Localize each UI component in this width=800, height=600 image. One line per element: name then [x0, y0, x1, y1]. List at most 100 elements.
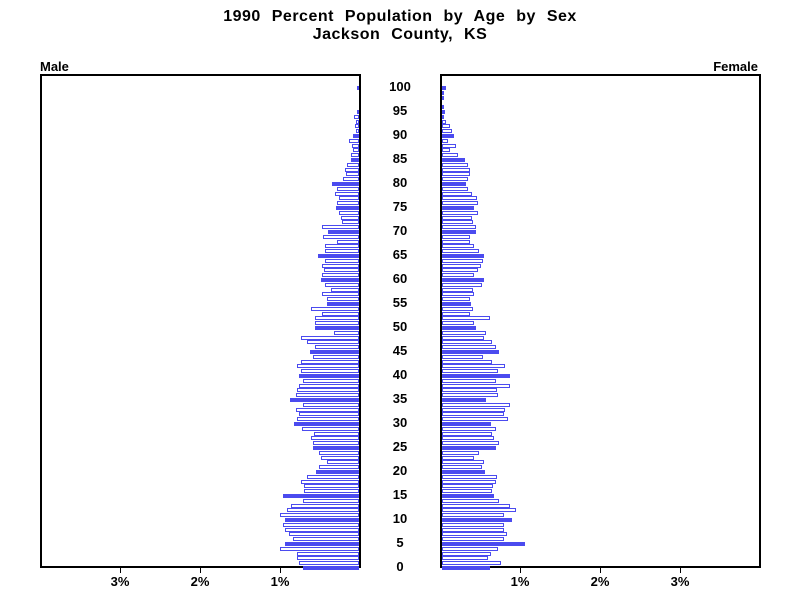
female-bar-age-96 — [442, 105, 444, 109]
male-bar-age-13 — [291, 504, 359, 508]
age-label-30: 30 — [392, 415, 408, 430]
female-bar-age-1 — [442, 561, 501, 565]
male-2%-tick-label: 2% — [190, 574, 210, 589]
male-bar-age-31 — [297, 417, 359, 421]
female-bar-age-94 — [442, 115, 444, 119]
female-bar-age-48 — [442, 336, 484, 340]
female-bar-age-30 — [442, 422, 491, 426]
male-bar-age-63 — [322, 264, 359, 268]
male-bar-age-43 — [301, 360, 359, 364]
female-2%-tick — [600, 568, 601, 573]
male-bar-age-19 — [307, 475, 359, 479]
female-bar-age-89 — [442, 139, 448, 143]
female-bar-age-53 — [442, 312, 470, 316]
female-bar-age-46 — [442, 345, 496, 349]
male-bar-age-21 — [319, 465, 359, 469]
male-bar-age-93 — [356, 120, 359, 124]
male-bar-age-39 — [303, 379, 359, 383]
age-label-60: 60 — [392, 271, 408, 286]
male-bar-age-79 — [337, 187, 359, 191]
male-bar-age-18 — [301, 480, 359, 484]
male-bar-age-9 — [283, 523, 359, 527]
male-bar-age-72 — [342, 220, 359, 224]
chart-title-line1: 1990 Percent Population by Age by Sex — [223, 8, 577, 25]
age-label-85: 85 — [392, 151, 408, 166]
female-bar-age-76 — [442, 201, 478, 205]
male-bar-age-76 — [337, 201, 359, 205]
female-bar-age-16 — [442, 489, 492, 493]
female-bar-age-42 — [442, 364, 505, 368]
female-bar-age-87 — [442, 148, 450, 152]
male-bar-age-64 — [325, 259, 359, 263]
male-bar-age-46 — [315, 345, 359, 349]
female-bar-age-27 — [442, 436, 494, 440]
male-bar-age-42 — [297, 364, 359, 368]
male-bar-age-16 — [304, 489, 359, 493]
female-panel-label: Female — [713, 59, 758, 74]
female-bar-age-39 — [442, 379, 496, 383]
female-bar-age-85 — [442, 158, 465, 162]
male-bar-age-38 — [299, 384, 359, 388]
female-bar-age-80 — [442, 182, 466, 186]
male-bar-age-2 — [297, 556, 359, 560]
female-bar-age-88 — [442, 144, 456, 148]
female-bar-age-45 — [442, 350, 499, 354]
male-bar-age-45 — [310, 350, 359, 354]
male-bar-age-28 — [314, 432, 359, 436]
female-bar-age-38 — [442, 384, 510, 388]
female-bar-age-60 — [442, 278, 484, 282]
male-bar-age-26 — [313, 441, 359, 445]
male-bar-age-41 — [301, 369, 359, 373]
age-label-15: 15 — [392, 487, 408, 502]
male-bar-age-40 — [299, 374, 359, 378]
age-label-50: 50 — [392, 319, 408, 334]
female-bar-age-25 — [442, 446, 496, 450]
female-bar-age-55 — [442, 302, 471, 306]
male-bar-age-10 — [285, 518, 359, 522]
female-bar-age-95 — [442, 110, 445, 114]
male-bar-age-51 — [315, 321, 359, 325]
male-bar-age-52 — [315, 316, 359, 320]
age-label-20: 20 — [392, 463, 408, 478]
female-bar-age-66 — [442, 249, 479, 253]
male-bar-age-5 — [285, 542, 359, 546]
male-bar-age-48 — [301, 336, 359, 340]
female-bar-age-74 — [442, 211, 478, 215]
male-bar-age-85 — [351, 158, 359, 162]
female-bar-age-77 — [442, 196, 477, 200]
male-bar-age-74 — [339, 211, 359, 215]
female-bar-age-100 — [442, 86, 446, 90]
female-bar-age-57 — [442, 292, 474, 296]
male-1%-tick-label: 1% — [270, 574, 290, 589]
male-bar-age-78 — [335, 192, 359, 196]
female-bar-age-10 — [442, 518, 512, 522]
male-bar-age-89 — [349, 139, 359, 143]
age-label-0: 0 — [396, 559, 404, 574]
female-bar-age-82 — [442, 172, 470, 176]
female-bar-age-17 — [442, 484, 493, 488]
female-bar-age-58 — [442, 288, 473, 292]
female-bar-age-12 — [442, 508, 516, 512]
female-bar-age-75 — [442, 206, 474, 210]
female-bar-age-19 — [442, 475, 497, 479]
male-bar-age-29 — [302, 427, 359, 431]
male-bar-age-35 — [290, 398, 359, 402]
female-bar-age-62 — [442, 268, 478, 272]
male-bar-age-0 — [303, 566, 359, 570]
male-bar-age-83 — [345, 168, 359, 172]
female-bar-age-83 — [442, 168, 470, 172]
male-bar-age-65 — [318, 254, 359, 258]
male-bar-age-25 — [313, 446, 359, 450]
male-bar-age-90 — [353, 134, 359, 138]
female-bar-age-26 — [442, 441, 499, 445]
male-bar-age-66 — [325, 249, 359, 253]
male-bar-age-11 — [280, 513, 359, 517]
male-bar-age-81 — [343, 177, 359, 181]
age-label-25: 25 — [392, 439, 408, 454]
female-2%-tick-label: 2% — [590, 574, 610, 589]
male-bar-age-56 — [327, 297, 359, 301]
female-bar-age-93 — [442, 120, 446, 124]
female-bar-age-78 — [442, 192, 472, 196]
male-bar-age-32 — [299, 412, 359, 416]
